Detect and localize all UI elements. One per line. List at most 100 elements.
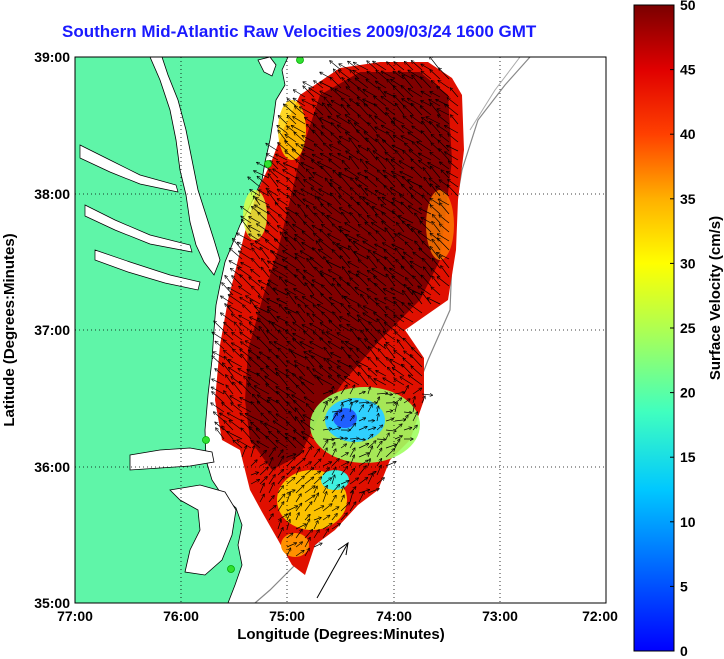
- velocity-arrow: [327, 261, 342, 269]
- velocity-arrow: [327, 332, 342, 341]
- velocity-arrow: [255, 386, 270, 395]
- velocity-arrow: [377, 397, 379, 404]
- velocity-arrow: [437, 125, 450, 134]
- velocity-arrow: [295, 169, 306, 179]
- velocity-arrow: [250, 480, 259, 485]
- velocity-arrow: [377, 414, 379, 422]
- velocity-arrow: [278, 199, 288, 206]
- velocity-arrow: [294, 90, 306, 98]
- velocity-arrow: [261, 287, 270, 296]
- velocity-arrow: [295, 235, 306, 242]
- velocity-arrow: [440, 224, 450, 233]
- velocity-arrow: [413, 276, 423, 287]
- velocity-arrow: [418, 232, 432, 242]
- velocity-arrow: [294, 133, 306, 143]
- velocity-arrow: [385, 257, 396, 269]
- velocity-arrow: [257, 337, 270, 350]
- velocity-arrow: [300, 342, 315, 350]
- velocity-arrow: [224, 391, 234, 404]
- velocity-arrow: [249, 378, 261, 386]
- velocity-arrow: [340, 453, 348, 458]
- velocity-arrow: [266, 144, 279, 152]
- velocity-arrow: [363, 197, 378, 206]
- velocity-arrow: [421, 91, 432, 98]
- colorbar-tick-label: 35: [680, 191, 696, 207]
- velocity-arrow: [350, 366, 360, 377]
- velocity-arrow: [286, 323, 297, 332]
- velocity-arrow: [261, 267, 270, 278]
- velocity-arrow: [311, 188, 324, 197]
- velocity-arrow: [367, 289, 378, 296]
- y-axis: 39:00 38:00 37:00 36:00 35:00 Latitude (…: [1, 49, 70, 611]
- velocity-arrow: [329, 321, 342, 332]
- velocity-arrow: [349, 355, 360, 368]
- velocity-arrow: [346, 235, 360, 242]
- velocity-arrow: [363, 241, 378, 251]
- velocity-arrow: [445, 152, 459, 161]
- velocity-arrow: [397, 223, 405, 233]
- velocity-arrow: [273, 169, 288, 179]
- velocity-arrow: [383, 140, 396, 152]
- velocity-arrow: [404, 252, 414, 260]
- velocity-arrow: [277, 520, 281, 530]
- velocity-arrow: [301, 421, 315, 431]
- reference-arrow: [316, 542, 349, 599]
- velocity-arrow: [306, 404, 315, 413]
- velocity-arrow: [259, 327, 270, 341]
- velocity-arrow: [358, 402, 369, 403]
- velocity-arrow: [286, 208, 297, 215]
- velocity-arrow: [322, 402, 327, 413]
- velocity-arrow: [295, 542, 302, 548]
- velocity-arrow: [359, 146, 369, 152]
- velocity-arrow: [304, 222, 315, 233]
- velocity-arrow: [437, 277, 450, 287]
- river-1: [79, 144, 179, 193]
- velocity-arrow: [421, 71, 432, 80]
- velocity-arrow: [322, 126, 333, 134]
- velocity-arrow: [242, 220, 252, 233]
- x-axis: 77:00 76:00 75:00 74:00 73:00 72:00 Long…: [57, 608, 618, 643]
- velocity-arrow: [307, 205, 315, 215]
- velocity-arrow: [313, 472, 320, 476]
- velocity-arrow: [292, 149, 306, 161]
- velocity-arrow: [357, 151, 369, 161]
- velocity-arrow: [212, 379, 225, 386]
- velocity-arrow: [215, 341, 225, 350]
- velocity-arrow: [347, 325, 360, 332]
- velocity-arrow: [268, 174, 279, 188]
- velocity-arrow: [295, 524, 306, 530]
- velocity-arrow: [286, 520, 290, 530]
- velocity-arrow: [438, 81, 450, 89]
- velocity-arrow: [386, 274, 396, 287]
- velocity-arrow: [392, 202, 405, 215]
- velocity-arrow: [331, 428, 340, 431]
- velocity-arrow: [268, 458, 273, 467]
- velocity-arrow: [421, 394, 432, 395]
- velocity-arrow: [331, 303, 342, 314]
- velocity-arrow: [304, 486, 315, 494]
- velocity-arrow: [304, 462, 311, 467]
- velocity-arrow: [413, 292, 423, 305]
- velocity-arrow: [312, 99, 324, 107]
- velocity-arrow: [239, 286, 252, 296]
- velocity-arrow: [230, 249, 243, 260]
- velocity-arrow: [358, 418, 365, 422]
- velocity-arrow: [409, 150, 423, 161]
- velocity-arrow: [304, 530, 312, 539]
- velocity-arrow: [397, 340, 405, 350]
- velocity-arrow: [303, 297, 315, 305]
- velocity-arrow: [378, 197, 387, 206]
- velocity-arrow: [310, 324, 324, 332]
- velocity-arrow: [295, 530, 302, 539]
- velocity-arrow: [302, 154, 315, 161]
- velocity-arrow: [399, 216, 414, 224]
- velocity-arrow: [272, 323, 288, 332]
- velocity-arrow: [346, 132, 360, 143]
- velocity-arrow: [354, 241, 369, 251]
- velocity-arrow: [321, 323, 333, 332]
- velocity-arrow: [358, 453, 369, 458]
- velocity-arrow: [447, 172, 459, 179]
- velocity-arrow: [402, 75, 414, 89]
- velocity-arrow: [393, 118, 405, 125]
- velocity-arrow: [368, 148, 378, 161]
